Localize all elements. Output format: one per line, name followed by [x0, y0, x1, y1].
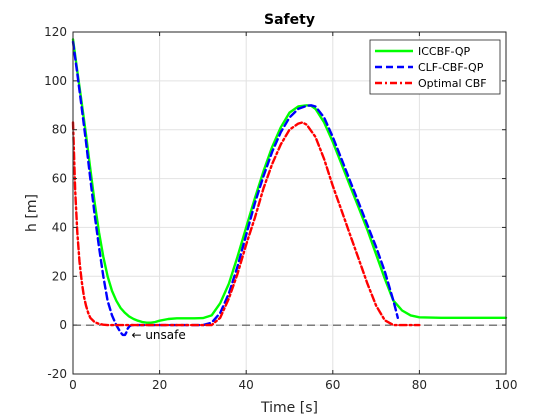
legend-label: CLF-CBF-QP	[418, 61, 484, 74]
y-tick-label: 60	[52, 172, 67, 186]
y-tick-label: 100	[44, 74, 67, 88]
x-tick-label: 40	[239, 378, 254, 392]
series-line-iccbf-qp	[71, 38, 508, 324]
x-axis-label: Time [s]	[260, 400, 318, 416]
y-axis-label: h [m]	[24, 194, 40, 232]
series-group	[71, 38, 508, 337]
plot-frame	[72, 31, 507, 375]
x-tick-label: 100	[495, 378, 518, 392]
legend-label: ICCBF-QP	[418, 45, 471, 58]
x-tick-label: 0	[69, 378, 77, 392]
x-tick-label: 80	[412, 378, 427, 392]
y-tick-label: 20	[52, 269, 67, 283]
y-tick-label: -20	[47, 367, 67, 381]
chart-title: Safety	[264, 12, 315, 28]
y-tick-label: 80	[52, 123, 67, 137]
y-tick-label: 0	[59, 318, 67, 332]
legend: ICCBF-QP CLF-CBF-QP Optimal CBF	[369, 39, 501, 95]
legend-label: Optimal CBF	[418, 77, 487, 90]
x-tick-label: 60	[325, 378, 340, 392]
y-tick-label: 120	[44, 25, 67, 39]
y-tick-label: 40	[52, 220, 67, 234]
unsafe-annotation: ← unsafe	[131, 328, 185, 342]
series-line-optimal-cbf	[71, 121, 421, 327]
x-tick-label: 20	[152, 378, 167, 392]
